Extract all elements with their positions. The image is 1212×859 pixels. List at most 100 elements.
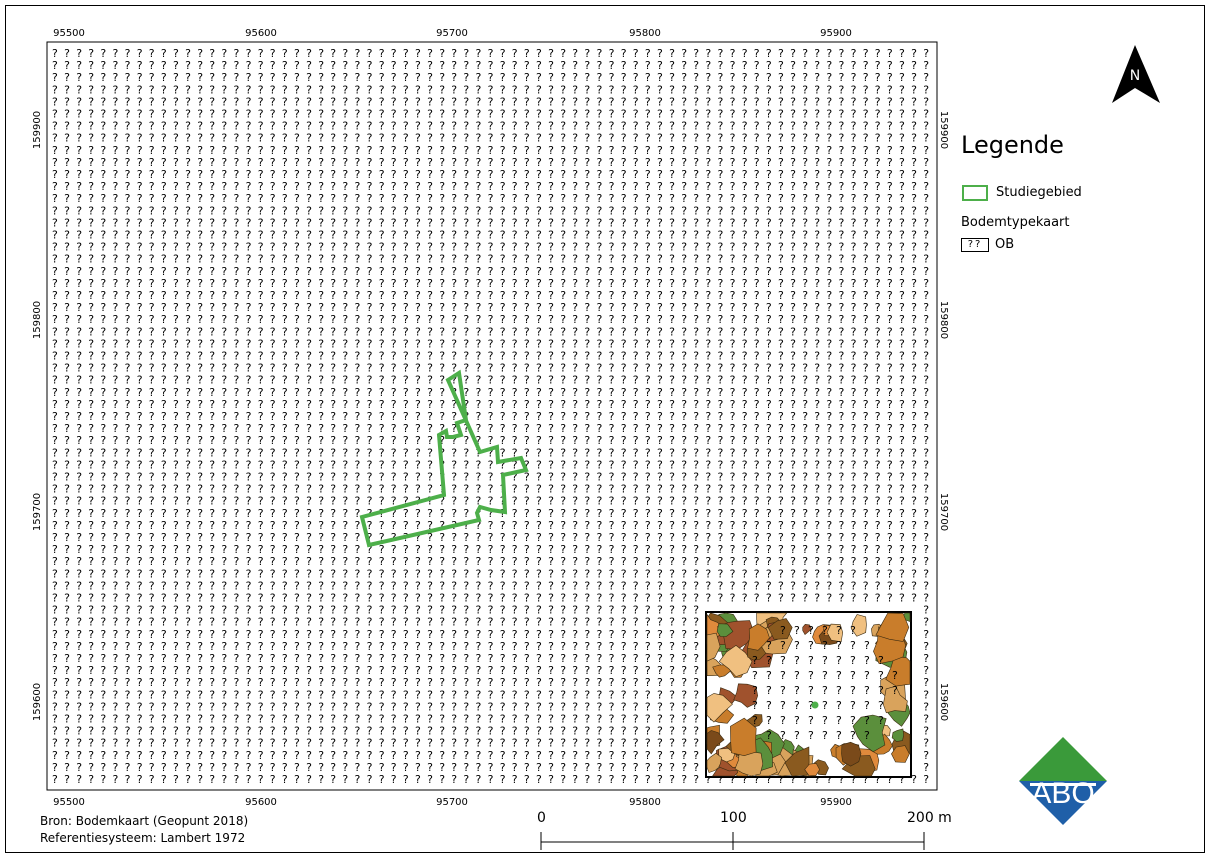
soil-symbol: ? [875, 471, 881, 484]
soil-symbol: ? [330, 676, 336, 689]
soil-symbol: ? [415, 773, 421, 786]
soil-symbol: ? [294, 47, 300, 60]
soil-symbol: ? [451, 47, 457, 60]
soil-symbol: ? [246, 640, 252, 653]
soil-symbol: ? [391, 410, 397, 423]
soil-symbol: ? [403, 386, 409, 399]
soil-symbol: ? [742, 216, 748, 229]
soil-symbol: ? [548, 374, 554, 387]
soil-symbol: ? [536, 386, 542, 399]
soil-symbol: ? [875, 567, 881, 580]
soil-symbol: ? [560, 374, 566, 387]
soil-symbol: ? [403, 604, 409, 617]
soil-symbol: ? [342, 386, 348, 399]
soil-symbol: ? [875, 301, 881, 314]
soil-symbol: ? [790, 277, 796, 290]
soil-symbol: ? [621, 216, 627, 229]
soil-symbol: ? [427, 156, 433, 169]
soil-symbol: ? [463, 507, 469, 520]
soil-symbol: ? [584, 398, 590, 411]
soil-symbol: ? [633, 192, 639, 205]
soil-symbol: ? [415, 144, 421, 157]
soil-symbol: ? [451, 471, 457, 484]
soil-symbol: ? [609, 579, 615, 592]
soil-symbol: ? [88, 95, 94, 108]
soil-symbol: ? [681, 725, 687, 738]
soil-symbol: ? [113, 664, 119, 677]
soil-symbol: ? [258, 761, 264, 774]
soil-symbol: ? [524, 277, 530, 290]
soil-symbol: ? [863, 458, 869, 471]
soil-symbol: ? [415, 725, 421, 738]
soil-symbol: ? [427, 204, 433, 217]
soil-symbol: ? [355, 495, 361, 508]
soil-symbol: ? [839, 289, 845, 302]
inset-symbol: ? [766, 669, 772, 682]
soil-symbol: ? [161, 628, 167, 641]
soil-symbol: ? [742, 313, 748, 326]
soil-symbol: ? [294, 604, 300, 617]
soil-symbol: ? [76, 507, 82, 520]
soil-symbol: ? [681, 398, 687, 411]
soil-symbol: ? [185, 83, 191, 96]
soil-symbol: ? [863, 374, 869, 387]
soil-symbol: ? [221, 458, 227, 471]
soil-symbol: ? [379, 519, 385, 532]
soil-symbol: ? [488, 749, 494, 762]
soil-symbol: ? [282, 192, 288, 205]
soil-symbol: ? [730, 120, 736, 133]
soil-symbol: ? [693, 688, 699, 701]
soil-symbol: ? [294, 289, 300, 302]
soil-symbol: ? [88, 313, 94, 326]
soil-symbol: ? [221, 216, 227, 229]
soil-symbol: ? [633, 555, 639, 568]
soil-symbol: ? [778, 192, 784, 205]
soil-symbol: ? [681, 640, 687, 653]
soil-symbol: ? [137, 216, 143, 229]
soil-symbol: ? [633, 156, 639, 169]
soil-symbol: ? [355, 713, 361, 726]
soil-symbol: ? [427, 592, 433, 605]
soil-symbol: ? [609, 337, 615, 350]
soil-symbol: ? [766, 446, 772, 459]
soil-symbol: ? [681, 132, 687, 145]
soil-symbol: ? [911, 579, 917, 592]
soil-symbol: ? [113, 83, 119, 96]
soil-symbol: ? [125, 83, 131, 96]
soil-symbol: ? [621, 337, 627, 350]
soil-symbol: ? [439, 120, 445, 133]
soil-symbol: ? [560, 204, 566, 217]
soil-symbol: ? [76, 652, 82, 665]
soil-symbol: ? [754, 531, 760, 544]
soil-symbol: ? [718, 374, 724, 387]
soil-symbol: ? [294, 374, 300, 387]
soil-symbol: ? [173, 543, 179, 556]
soil-symbol: ? [609, 737, 615, 750]
soil-symbol: ? [645, 555, 651, 568]
soil-symbol: ? [185, 471, 191, 484]
soil-symbol: ? [221, 386, 227, 399]
soil-symbol: ? [197, 567, 203, 580]
soil-symbol: ? [185, 398, 191, 411]
inset-map[interactable]: ????????????????????????????????????????… [706, 612, 911, 777]
soil-symbol: ? [379, 350, 385, 363]
soil-symbol: ? [197, 422, 203, 435]
soil-symbol: ? [367, 652, 373, 665]
soil-symbol: ? [113, 713, 119, 726]
soil-symbol: ? [258, 313, 264, 326]
soil-symbol: ? [197, 83, 203, 96]
soil-symbol: ? [742, 277, 748, 290]
soil-symbol: ? [584, 628, 590, 641]
soil-symbol: ? [113, 543, 119, 556]
soil-symbol: ? [330, 265, 336, 278]
soil-symbol: ? [161, 458, 167, 471]
soil-symbol: ? [173, 398, 179, 411]
soil-symbol: ? [403, 725, 409, 738]
soil-symbol: ? [560, 410, 566, 423]
soil-symbol: ? [161, 616, 167, 629]
soil-symbol: ? [609, 350, 615, 363]
soil-symbol: ? [185, 761, 191, 774]
soil-symbol: ? [76, 95, 82, 108]
soil-symbol: ? [197, 519, 203, 532]
